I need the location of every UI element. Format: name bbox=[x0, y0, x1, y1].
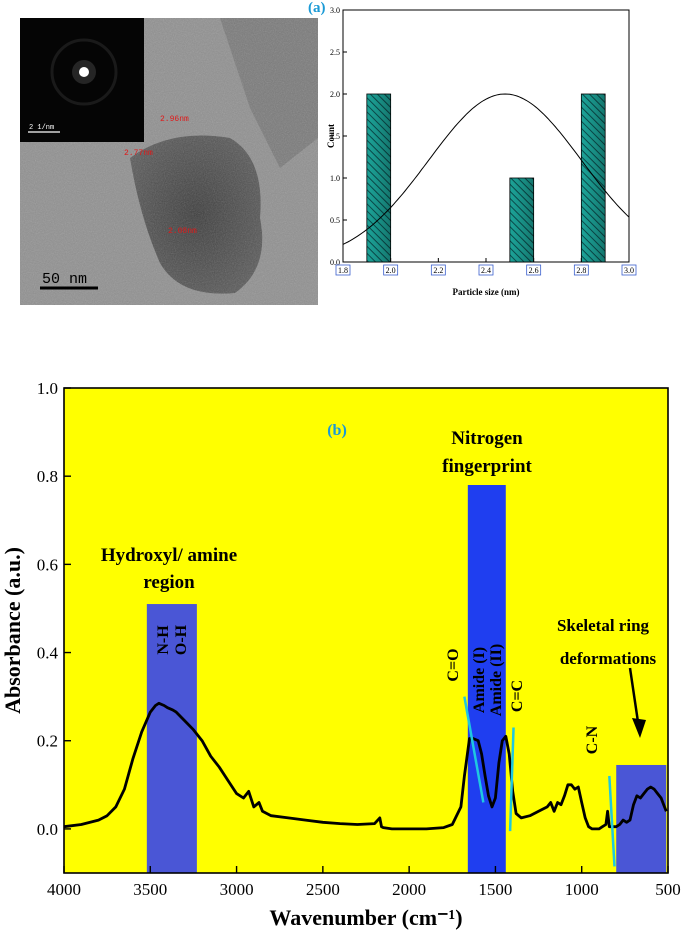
skeletal-region-label: Skeletal ring bbox=[557, 616, 650, 635]
x-tick-label: 1000 bbox=[565, 880, 599, 899]
y-tick-label: 2.0 bbox=[330, 90, 340, 99]
hydroxyl-region-label: Hydroxyl/ amine bbox=[101, 545, 237, 566]
y-tick-label: 0.0 bbox=[37, 820, 58, 839]
x-tick-label: 3.0 bbox=[624, 266, 634, 275]
nitrogen-region-label: Nitrogen bbox=[451, 428, 523, 449]
y-tick-label: 1.5 bbox=[330, 132, 340, 141]
x-tick-label: 2.0 bbox=[386, 266, 396, 275]
y-tick-label: 1.0 bbox=[330, 174, 340, 183]
x-tick-label: 2.4 bbox=[481, 266, 491, 275]
tem-scale-label: 50 nm bbox=[42, 271, 87, 288]
histogram-bar-shade bbox=[509, 178, 534, 262]
lattice-label-2: 2.77nm bbox=[124, 149, 153, 158]
x-tick-box bbox=[621, 264, 637, 276]
particle-size-histogram: 0.0 0.5 1.0 1.5 2.0 2.5 3.0 1.8 2.0 2.2 2.4 2.6 2.8 3… bbox=[326, 6, 637, 297]
x-tick-label: 2000 bbox=[392, 880, 426, 899]
lattice-label-1: 2.96nm bbox=[160, 115, 189, 124]
bond-marker-line bbox=[508, 727, 515, 832]
saed-scale-label: 2 1/nm bbox=[29, 124, 54, 132]
x-tick-label: 2.2 bbox=[433, 266, 443, 275]
saed-spot bbox=[79, 67, 89, 77]
x-tick-label: 3000 bbox=[220, 880, 254, 899]
ftir-region-band bbox=[467, 485, 506, 873]
lattice-label-3: 2.08nm bbox=[168, 227, 197, 236]
x-tick-label: 3500 bbox=[133, 880, 167, 899]
y-axis-title: Count bbox=[326, 124, 336, 148]
y-tick-label: 0.2 bbox=[37, 732, 58, 751]
bond-label-cc: C=C bbox=[509, 680, 526, 712]
hydroxyl-region-label: region bbox=[143, 572, 195, 593]
x-tick-box bbox=[573, 264, 589, 276]
bond-marker-line bbox=[463, 696, 485, 803]
x-tick-label: 1.8 bbox=[338, 266, 348, 275]
x-tick-label: 2500 bbox=[306, 880, 340, 899]
tem-image: 2.96nm 2.77nm 2.08nm 50 nm 2 1/nm bbox=[20, 18, 318, 305]
y-tick-label: 0.8 bbox=[37, 467, 58, 486]
x-tick-box bbox=[478, 264, 494, 276]
y-axis-title: Absorbance (a.u.) bbox=[0, 547, 25, 714]
bond-label-nh: N-H bbox=[155, 625, 172, 655]
skeletal-arrowhead bbox=[632, 718, 646, 738]
x-tick-label: 2.6 bbox=[529, 266, 539, 275]
y-tick-label: 0.6 bbox=[37, 555, 58, 574]
ftir-region-band bbox=[616, 764, 667, 873]
gaussian-fit-curve bbox=[342, 93, 630, 245]
x-tick-box bbox=[526, 264, 542, 276]
y-tick-label: 0.5 bbox=[330, 216, 340, 225]
panel-b-label: (b) bbox=[327, 422, 347, 439]
nitrogen-region-label: fingerprint bbox=[442, 456, 532, 477]
x-tick-box bbox=[335, 264, 351, 276]
x-tick-label: 500 bbox=[655, 880, 681, 899]
x-axis-title: Particle size (nm) bbox=[453, 287, 520, 297]
bond-marker-line bbox=[608, 775, 616, 867]
x-tick-box bbox=[383, 264, 399, 276]
ftir-spectrum-chart: 0.0 0.2 0.4 0.6 0.8 1.0 4000 3500 3000 2500 2000 15… bbox=[0, 379, 681, 930]
y-tick-label: 0.4 bbox=[37, 644, 59, 663]
skeletal-arrow-line bbox=[628, 667, 640, 723]
y-tick-label: 3.0 bbox=[330, 6, 340, 15]
histogram-bar-shade bbox=[366, 94, 391, 262]
y-tick-label: 2.5 bbox=[330, 48, 340, 57]
ftir-region-band bbox=[146, 604, 197, 873]
bond-label-oh: O-H bbox=[173, 624, 190, 655]
bond-label-co: C=O bbox=[445, 648, 462, 681]
y-tick-label: 0.0 bbox=[330, 258, 340, 267]
bond-label-amide-i: Amide (I) bbox=[471, 647, 488, 713]
ftir-plot-frame bbox=[63, 387, 669, 874]
x-tick-label: 4000 bbox=[47, 880, 81, 899]
panel-a-label: (a) bbox=[308, 0, 326, 16]
x-axis-title: Wavenumber (cm⁻¹) bbox=[269, 905, 462, 930]
x-tick-label: 2.8 bbox=[576, 266, 586, 275]
histogram-bar-shade bbox=[581, 94, 606, 262]
bond-label-cn: C-N bbox=[584, 725, 601, 754]
bond-label-amide-ii: Amide (II) bbox=[488, 644, 505, 716]
skeletal-region-label: deformations bbox=[560, 649, 657, 668]
x-tick-box bbox=[430, 264, 446, 276]
x-tick-label: 1500 bbox=[478, 880, 512, 899]
tem-micrograph: 2.96nm 2.77nm 2.08nm 50 nm 2 1/nm bbox=[20, 18, 318, 305]
y-tick-label: 1.0 bbox=[37, 379, 58, 398]
